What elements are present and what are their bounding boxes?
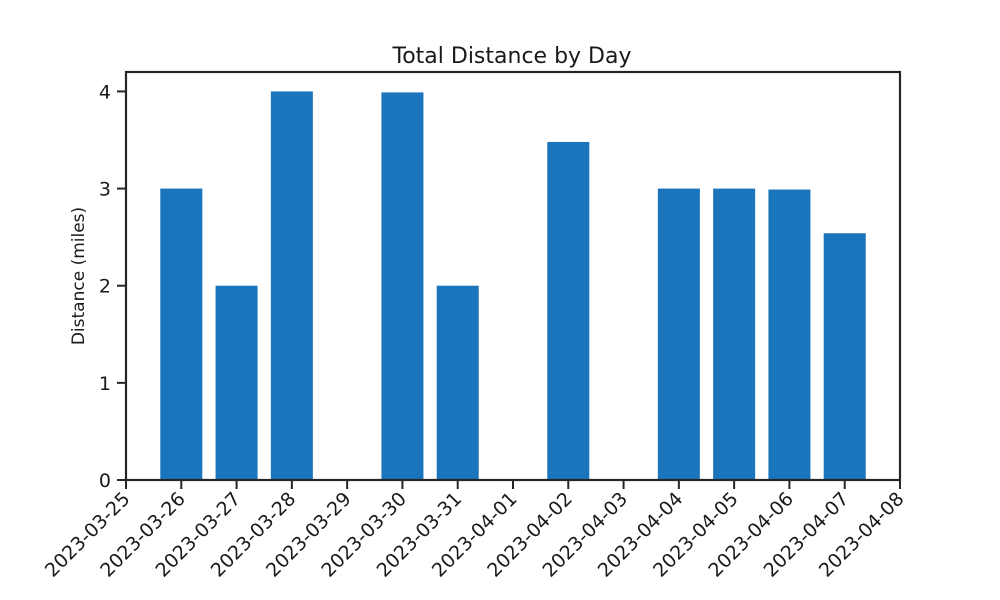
bar-2023-04-02 [547,141,590,480]
bars-group [160,91,866,481]
bar-2023-04-07 [823,233,866,480]
y-tick-label: 4 [99,81,111,103]
plot-frame [124,70,902,482]
bar-2023-03-26 [160,188,203,480]
y-axis-label: Distance (miles) [69,207,89,345]
y-tick-label: 2 [99,276,111,298]
chart-title: Total Distance by Day [392,44,632,69]
bar-2023-04-05 [713,188,756,480]
bar-2023-04-06 [768,189,811,481]
y-axis-ticks: 0 1 2 3 4 [99,81,126,492]
bar-2023-04-04 [657,188,700,480]
bar-2023-03-31 [436,285,479,480]
bar-2023-03-27 [215,285,258,480]
y-tick-label: 1 [99,373,111,395]
bar-2023-03-28 [270,91,313,481]
bar-2023-03-30 [381,92,424,481]
y-tick-label: 0 [99,470,111,492]
y-tick-label: 3 [99,179,111,201]
x-axis-ticks: 2023-03-252023-03-262023-03-272023-03-28… [41,480,909,582]
